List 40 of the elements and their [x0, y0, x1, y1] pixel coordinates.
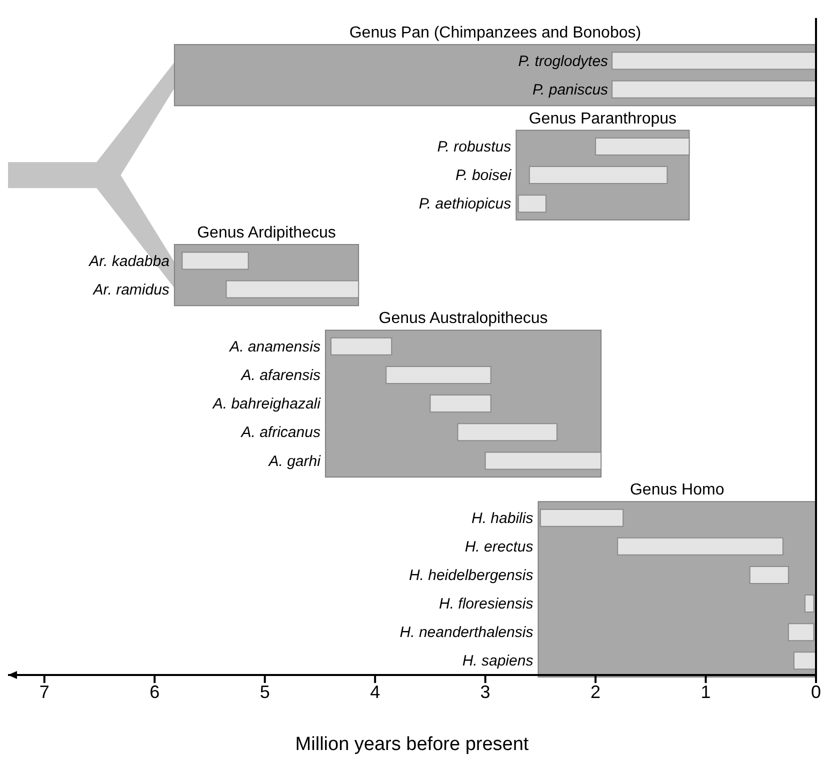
- x-tick-label: 5: [260, 682, 270, 702]
- bar: [330, 337, 392, 356]
- band-label: Genus Paranthropus: [528, 110, 677, 128]
- bar: [457, 423, 558, 442]
- x-tick-label: 7: [39, 682, 50, 702]
- bar: [182, 252, 249, 270]
- band-label: Genus Australopithecus: [378, 310, 548, 328]
- y-tick-label: P. troglodytes: [518, 52, 609, 70]
- y-tick-label: A. anamensis: [228, 338, 321, 356]
- x-tick-label: 6: [150, 682, 160, 702]
- y-tick-label: A. bahreighazali: [212, 396, 322, 413]
- bar: [749, 566, 789, 584]
- y-tick-label: P. paniscus: [532, 81, 609, 98]
- x-tick-label: 0: [810, 682, 822, 702]
- y-tick-label: H. floresiensis: [439, 596, 534, 613]
- y-tick-label: P. boisei: [456, 167, 512, 184]
- bar: [617, 537, 784, 556]
- y-tick-label: H. sapiens: [462, 652, 534, 670]
- y-tick-label: Ar. kadabba: [88, 252, 170, 270]
- y-tick-label: A. garhi: [268, 452, 322, 470]
- band-label: Genus Ardipithecus: [197, 224, 336, 242]
- x-tick-label: 3: [480, 682, 490, 702]
- y-tick-label: A. africanus: [240, 424, 321, 442]
- y-tick-label: P. robustus: [437, 138, 512, 156]
- y-tick-label: A. afarensis: [240, 367, 321, 384]
- y-tick-label: H. habilis: [472, 510, 534, 527]
- y-tick-label: Ar. ramidus: [92, 281, 170, 298]
- y-tick-label: H. neanderthalensis: [400, 624, 534, 642]
- x-tick-label: 1: [700, 682, 711, 702]
- bar: [528, 166, 668, 184]
- band-label: Genus Pan (Chimpanzees and Bonobos): [349, 24, 642, 42]
- band-label: Genus Homo: [630, 482, 724, 499]
- y-tick-label: H. erectus: [464, 538, 534, 556]
- y-tick-label: P. aethiopicus: [418, 196, 512, 213]
- bar: [430, 394, 492, 413]
- bar: [386, 366, 492, 384]
- x-axis-title: Million years before present: [295, 734, 530, 755]
- y-tick-label: H. heidelbergensis: [408, 567, 534, 584]
- x-tick-label: 4: [370, 682, 380, 702]
- x-tick-label: 2: [590, 682, 601, 702]
